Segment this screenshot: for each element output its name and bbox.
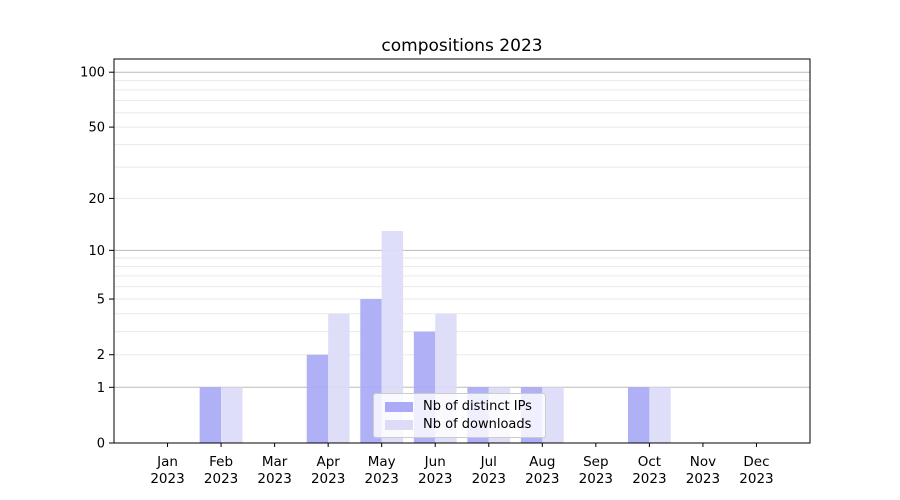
distinct-ips-swatch-icon	[385, 401, 413, 412]
legend-item-downloads: Nb of downloads	[385, 417, 545, 432]
legend: Nb of distinct IPs Nb of downloads	[373, 393, 546, 438]
x-tick-label-month: Apr	[316, 454, 340, 470]
bar-downloads-may	[381, 230, 404, 443]
downloads-swatch-icon	[385, 419, 413, 430]
x-tick-label-month: Aug	[529, 454, 555, 470]
y-tick-label: 2	[97, 348, 105, 363]
y-tick-label: 50	[88, 121, 105, 136]
bar-downloads-apr	[328, 313, 350, 443]
legend-label-downloads: Nb of downloads	[423, 417, 532, 432]
x-tick-label-month: Oct	[638, 454, 661, 470]
x-tick-label-year: 2023	[150, 471, 184, 487]
x-tick-label-year: 2023	[311, 471, 345, 487]
x-tick-label-month: Feb	[209, 454, 233, 470]
bar-distinct_ips-feb	[199, 387, 222, 443]
y-tick-label: 10	[88, 244, 105, 259]
x-tick-label-year: 2023	[472, 471, 506, 487]
x-tick-label-month: Jul	[480, 454, 497, 470]
x-tick-label-year: 2023	[739, 471, 773, 487]
x-tick-label-month: Mar	[262, 454, 288, 470]
y-tick-label: 5	[97, 293, 105, 308]
chart-title: compositions 2023	[381, 36, 543, 56]
legend-label-distinct-ips: Nb of distinct IPs	[423, 399, 532, 414]
x-tick-label-month: May	[368, 454, 396, 470]
x-tick-label-month: Nov	[690, 454, 716, 470]
x-tick-label-year: 2023	[525, 471, 559, 487]
y-tick-label: 100	[80, 66, 105, 81]
x-tick-label-month: Jun	[424, 454, 446, 470]
x-tick-label-month: Jan	[156, 454, 178, 470]
x-tick-label-year: 2023	[204, 471, 238, 487]
bar-downloads-feb	[221, 387, 243, 443]
x-tick-label-month: Dec	[743, 454, 769, 470]
y-tick-label: 20	[88, 192, 105, 207]
bar-distinct_ips-apr	[306, 354, 329, 443]
bar-downloads-oct	[649, 387, 671, 443]
legend-item-distinct-ips: Nb of distinct IPs	[385, 399, 545, 414]
x-tick-label-year: 2023	[365, 471, 399, 487]
bar-distinct_ips-oct	[627, 387, 650, 443]
y-tick-label: 0	[97, 437, 105, 452]
x-tick-label-year: 2023	[257, 471, 291, 487]
x-tick-label-year: 2023	[579, 471, 613, 487]
bar-downloads-aug	[542, 387, 564, 443]
x-tick-label-year: 2023	[686, 471, 720, 487]
x-tick-label-year: 2023	[632, 471, 666, 487]
x-tick-label-year: 2023	[418, 471, 452, 487]
x-tick-label-month: Sep	[583, 454, 608, 470]
plot-border	[113, 58, 811, 444]
y-tick-label: 1	[97, 381, 105, 396]
